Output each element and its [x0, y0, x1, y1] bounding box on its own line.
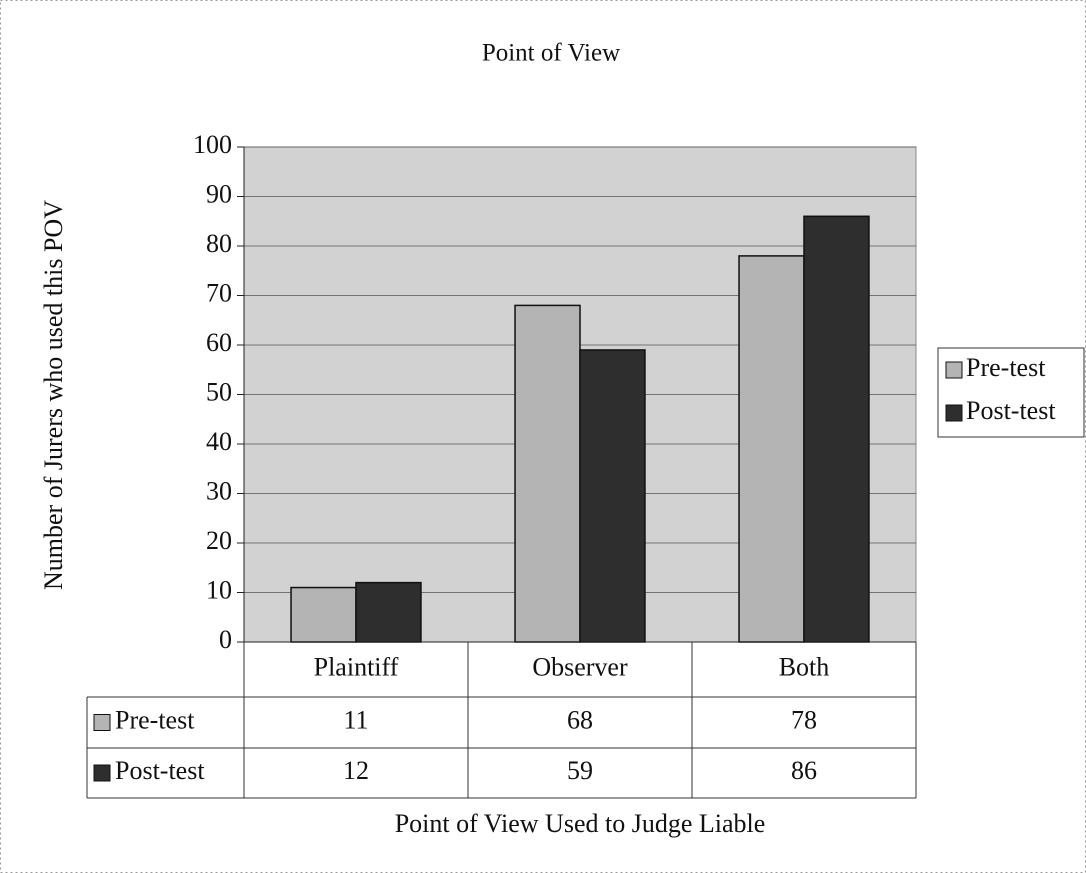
bar — [290, 586, 357, 643]
bar — [803, 215, 870, 643]
y-tick-label: 50 — [206, 377, 232, 406]
bar — [579, 349, 646, 643]
x-axis-label: Point of View Used to Judge Liable — [395, 809, 766, 838]
y-tick-label: 100 — [193, 130, 232, 159]
table-cell: 68 — [567, 705, 593, 734]
y-tick-label: 80 — [206, 229, 232, 258]
legend-swatch — [945, 404, 963, 422]
x-tick-label: Observer — [532, 652, 628, 681]
table-cell: 11 — [343, 705, 368, 734]
table-cell: 78 — [791, 705, 817, 734]
y-tick-label: 20 — [206, 526, 232, 555]
x-tick-label: Plaintiff — [314, 652, 399, 681]
chart-title: Point of View — [482, 40, 620, 67]
table-cell: 86 — [791, 756, 817, 785]
bar — [738, 255, 805, 643]
table-cell: 59 — [567, 756, 593, 785]
y-tick-label: 30 — [206, 476, 232, 505]
table-row-label: Post-test — [115, 756, 205, 785]
legend-label: Post-test — [966, 396, 1056, 425]
y-tick-label: 90 — [206, 179, 232, 208]
y-tick-label: 0 — [219, 625, 232, 654]
table-swatch — [93, 714, 111, 731]
bar — [355, 581, 422, 643]
bar — [514, 304, 581, 643]
table-swatch — [93, 764, 111, 782]
legend-label: Pre-test — [966, 353, 1046, 382]
table-cell: 12 — [343, 756, 369, 785]
y-tick-label: 60 — [206, 328, 232, 357]
y-tick-label: 70 — [206, 278, 232, 307]
y-tick-label: 40 — [206, 427, 232, 456]
table-row-label: Pre-test — [115, 705, 195, 734]
x-tick-label: Both — [779, 652, 830, 681]
y-axis-label: Number of Jurers who used this POV — [39, 200, 68, 590]
legend-swatch — [945, 361, 963, 379]
y-tick-label: 10 — [206, 575, 232, 604]
